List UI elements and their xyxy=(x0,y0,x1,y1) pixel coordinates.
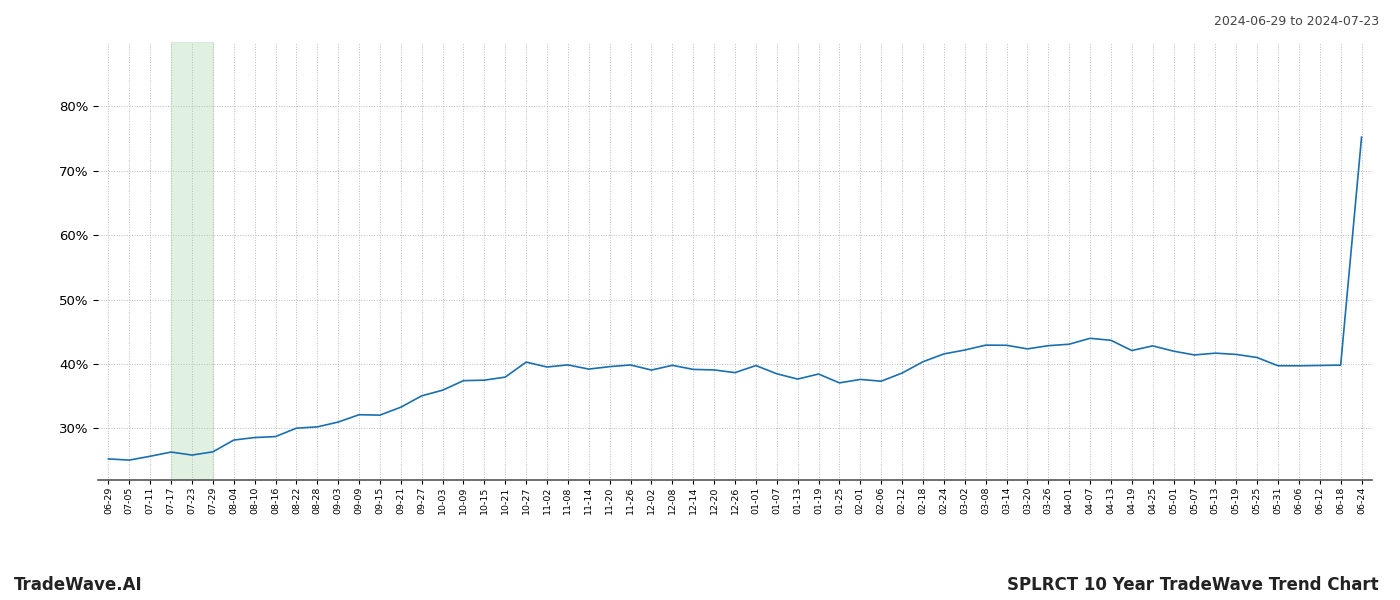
Text: TradeWave.AI: TradeWave.AI xyxy=(14,576,143,594)
Bar xyxy=(171,42,213,480)
Text: 2024-06-29 to 2024-07-23: 2024-06-29 to 2024-07-23 xyxy=(1214,15,1379,28)
Text: SPLRCT 10 Year TradeWave Trend Chart: SPLRCT 10 Year TradeWave Trend Chart xyxy=(1008,576,1379,594)
